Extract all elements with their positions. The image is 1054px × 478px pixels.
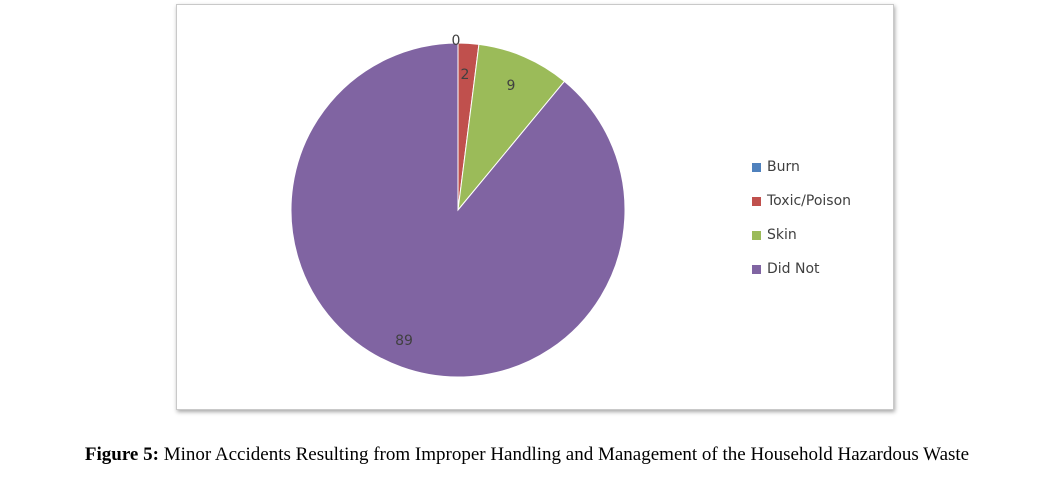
legend-label-did-not: Did Not — [767, 261, 820, 277]
legend-item-toxic-poison: Toxic/Poison — [752, 184, 851, 218]
legend-label-skin: Skin — [767, 227, 797, 243]
legend-swatch-burn — [752, 162, 761, 172]
legend-label-burn: Burn — [767, 159, 800, 175]
legend: Burn Toxic/Poison Skin Did Not — [752, 150, 851, 286]
data-label-skin: 9 — [507, 78, 516, 94]
legend-swatch-did-not — [752, 264, 761, 274]
figure-caption: Figure 5: Minor Accidents Resulting from… — [0, 444, 1054, 466]
legend-swatch-toxic-poison — [752, 196, 761, 206]
legend-item-burn: Burn — [752, 150, 851, 184]
pie-slice-did-not — [290, 42, 626, 378]
pie-slice-skin — [457, 43, 566, 212]
legend-label-toxic-poison: Toxic/Poison — [767, 193, 852, 209]
figure-caption-label: Figure 5: — [84, 444, 159, 465]
data-label-burn: 0 — [452, 33, 461, 49]
legend-swatch-skin — [752, 230, 761, 240]
figure-caption-text: Minor Accidents Resulting from Improper … — [158, 444, 970, 465]
data-label-did-not: 89 — [395, 333, 413, 349]
legend-item-skin: Skin — [752, 218, 851, 252]
legend-item-did-not: Did Not — [752, 252, 851, 286]
data-label-toxic-poison: 2 — [461, 67, 470, 83]
